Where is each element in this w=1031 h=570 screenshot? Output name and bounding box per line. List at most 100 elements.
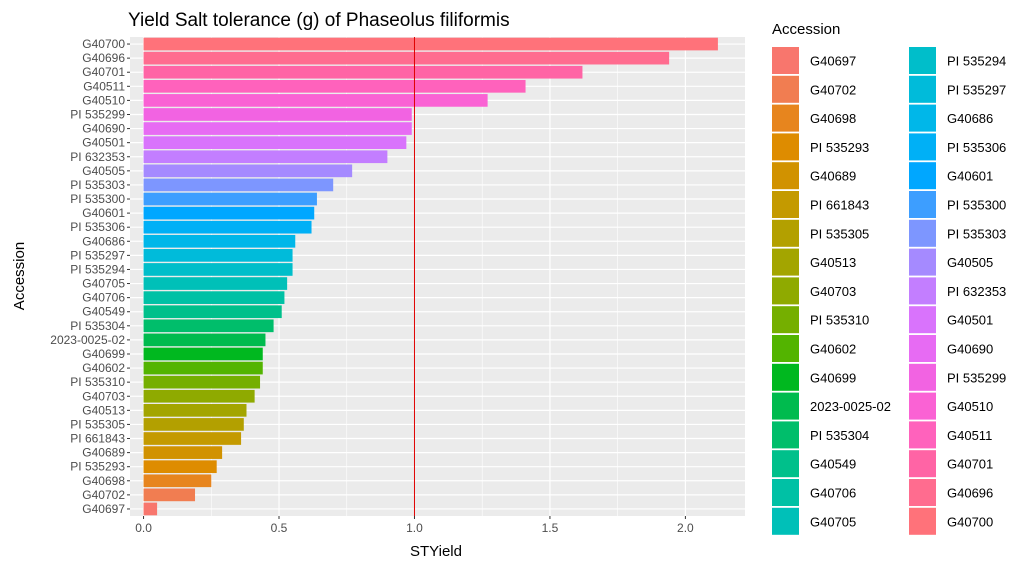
legend-item: G40501: [909, 306, 993, 334]
legend-item: PI 535310: [772, 306, 869, 334]
legend-title: Accession: [772, 21, 840, 38]
legend-item: G40706: [772, 479, 856, 506]
legend-key: [772, 191, 799, 218]
bar-g40510: [143, 94, 488, 107]
x-tick-label: 1.0: [406, 521, 423, 535]
legend-label: G40706: [810, 486, 856, 501]
y-tick-label: PI 632353: [70, 150, 125, 164]
legend-key: [772, 133, 799, 161]
legend-label: PI 632353: [947, 284, 1006, 299]
y-tick-label: PI 535293: [70, 460, 125, 474]
x-tick-label: 0.5: [271, 521, 288, 535]
bar-g40513: [143, 403, 247, 417]
chart-title: Yield Salt tolerance (g) of Phaseolus fi…: [128, 10, 510, 31]
y-axis-title: Accession: [11, 242, 28, 310]
legend-label: G40510: [947, 399, 993, 414]
legend-label: PI 535303: [947, 226, 1006, 241]
bar-pi-535293: [143, 460, 217, 474]
x-axis-title: STYield: [410, 543, 462, 560]
legend-item: G40698: [772, 104, 856, 132]
x-axis-ticks: 0.0 0.5 1.0 1.5 2.0: [135, 516, 694, 535]
y-tick-label: G40601: [82, 206, 125, 220]
legend-key: [909, 104, 936, 132]
legend-label: G40697: [810, 54, 856, 69]
legend-item: G40696: [909, 479, 993, 506]
y-tick-label: G40698: [82, 474, 125, 488]
legend-label: PI 535310: [810, 313, 869, 328]
bar-g40703: [143, 389, 255, 403]
legend-key: [909, 162, 936, 190]
legend-item: PI 535306: [909, 133, 1006, 161]
legend-key: [772, 421, 799, 449]
legend-key: [909, 392, 936, 420]
bar-g40706: [143, 291, 285, 304]
legend-key: [772, 75, 799, 103]
legend-label: PI 535294: [947, 54, 1006, 69]
bar-pi-535310: [143, 375, 261, 389]
legend-label: G40699: [810, 370, 856, 385]
bar-g40686: [143, 234, 296, 248]
bar-pi-535300: [143, 192, 317, 206]
legend-label: PI 535293: [810, 140, 869, 155]
legend-label: G40696: [947, 486, 993, 501]
legend-key: [772, 450, 799, 478]
legend-label: PI 535305: [810, 226, 869, 241]
bar-g40698: [143, 474, 212, 488]
y-tick-label: G40602: [82, 361, 125, 375]
y-tick-label: PI 535306: [70, 220, 125, 234]
legend-label: G40602: [810, 342, 856, 357]
legend-item: PI 535294: [909, 47, 1006, 74]
legend-item: G40602: [772, 335, 856, 362]
legend-key: [909, 75, 936, 103]
y-tick-label: PI 535299: [70, 107, 125, 121]
legend-key: [772, 248, 799, 276]
y-tick-label: PI 535297: [70, 248, 125, 262]
legend-label: G40505: [947, 255, 993, 270]
legend-label: G40689: [810, 169, 856, 184]
legend-label: G40702: [810, 82, 856, 97]
legend-label: PI 535304: [810, 428, 869, 443]
y-tick-label: G40705: [82, 277, 125, 291]
bar-2023-0025-02: [143, 333, 266, 347]
legend-key: [909, 479, 936, 506]
bar-g40511: [143, 79, 526, 93]
legend-key: [772, 306, 799, 334]
x-tick-label: 2.0: [677, 521, 694, 535]
legend-label: G40703: [810, 284, 856, 299]
legend-label: PI 535300: [947, 198, 1006, 213]
legend-label: G40511: [947, 428, 992, 443]
legend-label: G40690: [947, 342, 993, 357]
legend-item: G40686: [909, 104, 993, 132]
bar-g40702: [143, 488, 196, 502]
legend-item: PI 535300: [909, 191, 1006, 218]
legend-key: [909, 133, 936, 161]
legend-key: [909, 219, 936, 247]
legend-item: G40703: [772, 277, 856, 305]
legend-key: [772, 392, 799, 420]
legend-item: PI 535305: [772, 219, 869, 247]
legend-item: G40549: [772, 450, 856, 478]
y-tick-label: PI 535303: [70, 178, 125, 192]
legend-item: G40699: [772, 363, 856, 391]
legend-key: [772, 162, 799, 190]
legend-label: G40513: [810, 255, 856, 270]
legend-key: [772, 363, 799, 391]
legend-key: [909, 335, 936, 362]
y-tick-label: G40702: [82, 488, 125, 502]
bar-g40696: [143, 51, 670, 65]
bar-g40700: [143, 37, 718, 51]
bar-pi-661843: [143, 432, 242, 445]
legend-label: G40601: [947, 169, 993, 184]
y-tick-label: PI 535304: [70, 319, 125, 333]
legend-key: [772, 47, 799, 74]
bar-g40699: [143, 347, 263, 361]
bar-g40601: [143, 206, 315, 220]
legend-key: [909, 450, 936, 478]
legend-label: G40501: [947, 313, 993, 328]
legend-label: G40549: [810, 457, 856, 472]
legend-item: G40601: [909, 162, 993, 190]
bar-g40689: [143, 446, 223, 459]
bars: [143, 37, 718, 516]
y-tick-label: G40697: [82, 502, 125, 516]
